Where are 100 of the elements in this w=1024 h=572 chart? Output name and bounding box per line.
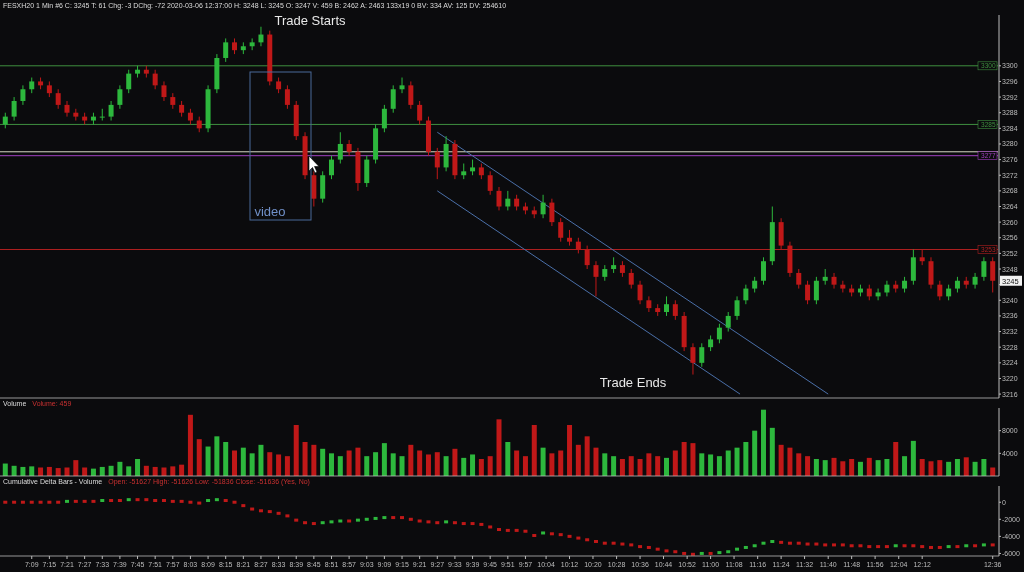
annotation: Trade Ends — [599, 375, 667, 391]
bar — [135, 459, 141, 476]
bar — [452, 448, 458, 476]
bar — [752, 430, 758, 476]
bar — [567, 425, 573, 476]
bar — [258, 444, 264, 476]
bar — [311, 444, 317, 476]
candlestick — [64, 100, 70, 118]
candlestick — [831, 272, 837, 290]
candlestick — [20, 84, 26, 106]
candlestick — [487, 170, 493, 196]
bar — [540, 447, 546, 476]
bar — [328, 453, 334, 476]
bar — [946, 461, 952, 476]
bar — [690, 443, 696, 476]
bar — [972, 461, 978, 476]
bar — [276, 454, 282, 476]
bar — [664, 457, 670, 476]
candlestick — [99, 108, 105, 122]
candlestick — [505, 190, 511, 211]
bar — [902, 456, 908, 476]
candlestick — [716, 323, 722, 344]
bar — [558, 450, 564, 476]
bar — [822, 460, 828, 476]
bar — [602, 453, 608, 476]
candlestick — [805, 280, 811, 305]
bar — [866, 457, 872, 476]
candlestick — [778, 217, 784, 250]
bar — [531, 425, 537, 476]
bar — [408, 444, 414, 476]
candlestick — [390, 84, 396, 114]
bar — [725, 450, 731, 476]
bar — [813, 459, 819, 476]
candlestick — [690, 342, 696, 376]
bar — [267, 452, 273, 476]
bar — [170, 466, 176, 476]
bar — [716, 456, 722, 476]
candlestick — [664, 295, 670, 317]
bar — [373, 452, 379, 476]
candlestick — [796, 268, 802, 290]
bar — [787, 447, 793, 476]
candlestick — [108, 100, 114, 122]
candlestick — [399, 77, 405, 94]
candlestick — [584, 245, 590, 270]
candlestick — [725, 311, 731, 333]
candlestick — [381, 104, 387, 133]
bar — [29, 466, 35, 476]
candlestick — [11, 96, 17, 122]
candlestick — [496, 186, 502, 211]
bar — [575, 444, 581, 476]
candlestick — [593, 260, 599, 297]
bar — [840, 461, 846, 476]
candlestick — [320, 170, 326, 204]
bar — [205, 446, 211, 476]
candlestick — [346, 139, 352, 157]
bar — [734, 447, 740, 476]
candlestick — [672, 299, 678, 321]
bar — [884, 459, 890, 476]
bar — [302, 442, 308, 476]
bar — [857, 461, 863, 476]
bar — [796, 453, 802, 476]
bar — [910, 440, 916, 476]
candlestick — [284, 84, 290, 110]
bar — [769, 427, 775, 476]
bar — [425, 454, 431, 476]
bar — [963, 457, 969, 476]
candlestick — [646, 295, 652, 313]
bar — [611, 456, 617, 476]
candlestick — [760, 256, 766, 286]
bar — [443, 456, 449, 476]
candlestick — [813, 276, 819, 305]
bar — [672, 450, 678, 476]
bar — [981, 459, 987, 476]
bar — [831, 457, 837, 476]
bar — [381, 443, 387, 476]
candlestick — [55, 88, 61, 110]
bar — [434, 452, 440, 476]
candlestick — [937, 280, 943, 301]
candlestick — [126, 69, 132, 94]
bar — [117, 461, 123, 476]
candlestick — [549, 198, 555, 227]
candlestick — [337, 131, 343, 165]
bar — [893, 442, 899, 476]
bar — [655, 456, 661, 476]
bar — [628, 456, 634, 476]
bar — [487, 456, 493, 476]
candlestick — [443, 135, 449, 172]
bar — [708, 454, 714, 476]
candlestick — [972, 272, 978, 290]
bar — [522, 456, 528, 476]
candlestick — [417, 100, 423, 125]
bar — [214, 436, 220, 476]
candlestick — [434, 147, 440, 180]
bar — [461, 457, 467, 476]
candlestick — [161, 80, 167, 102]
bar — [593, 447, 599, 476]
bar — [937, 460, 943, 476]
bar — [320, 448, 326, 476]
bar — [919, 459, 925, 476]
candlestick — [734, 295, 740, 321]
